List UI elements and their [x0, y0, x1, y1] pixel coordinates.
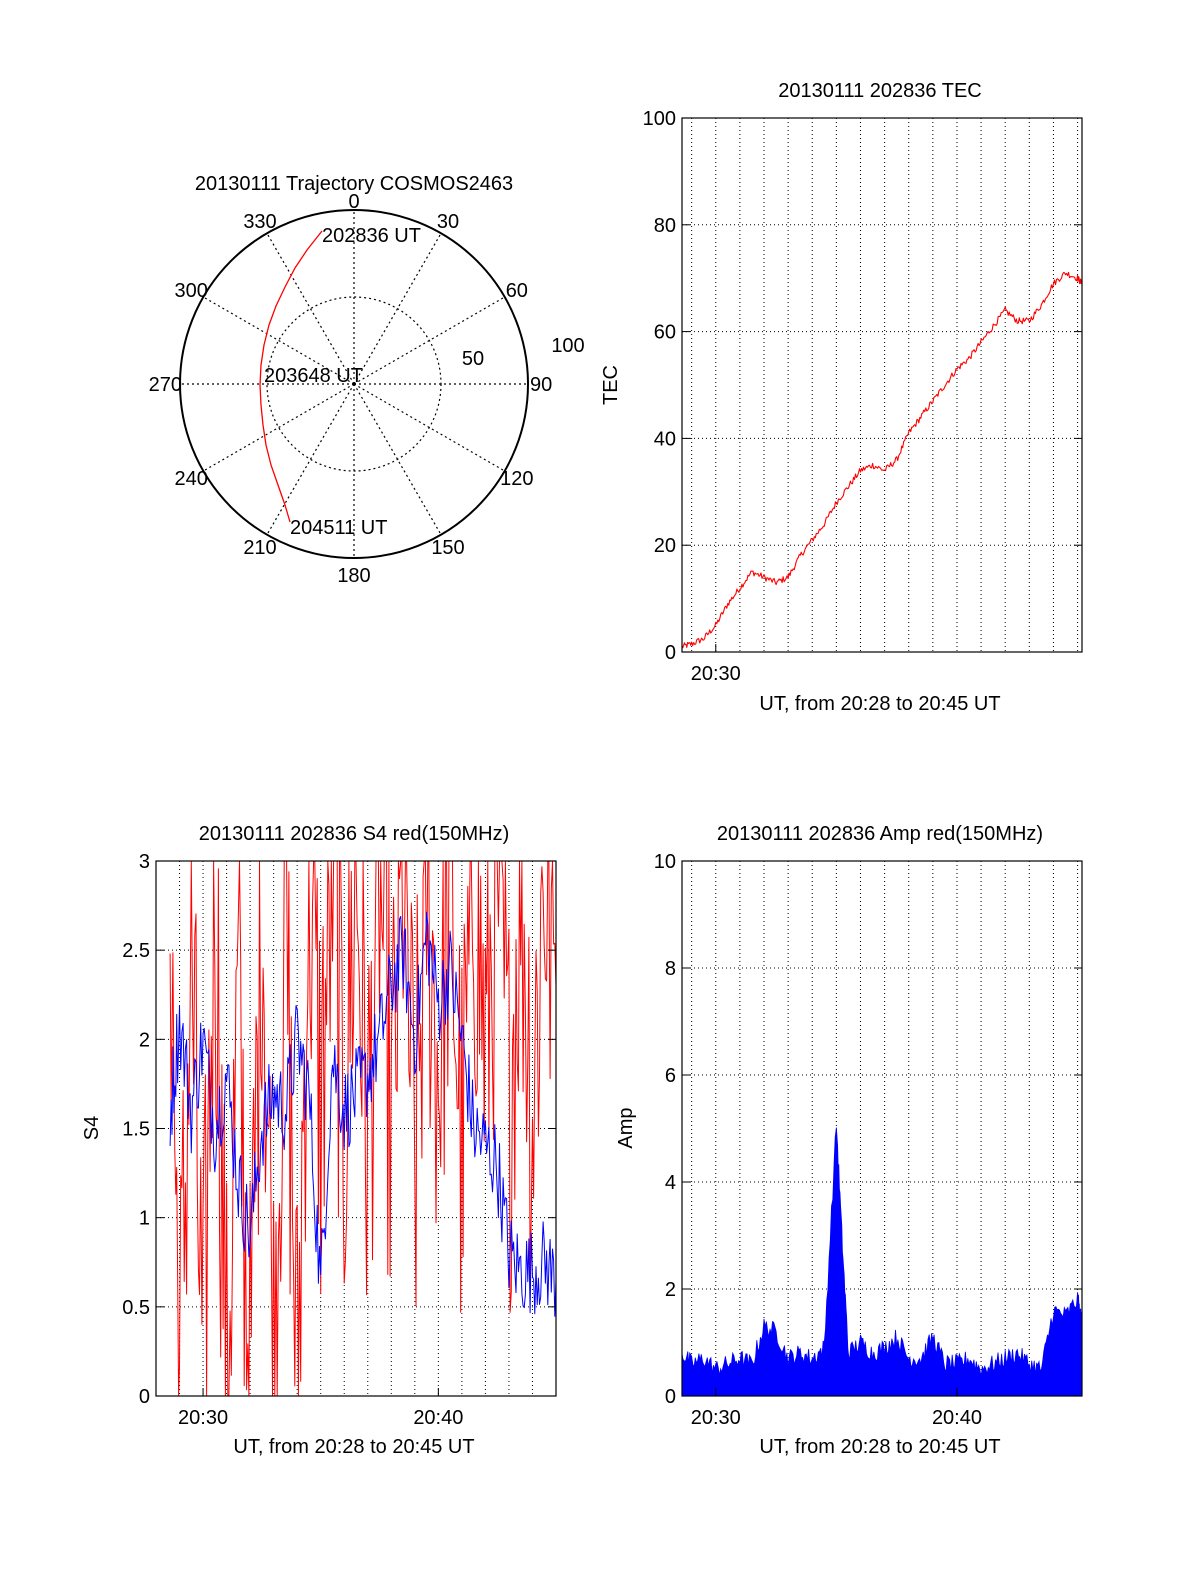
polar-spoke [203, 296, 355, 385]
polar-spoke [353, 383, 505, 472]
trajectory-time-annotation: 202836 UT [322, 225, 421, 247]
s4-series-blue [169, 911, 557, 1317]
amp-xtick-label: 20:30 [691, 1407, 741, 1429]
trajectory-track [259, 230, 323, 523]
polar-spoke [353, 296, 505, 385]
s4-xtick-label: 20:30 [178, 1407, 228, 1429]
s4-ytick-label: 1.5 [122, 1119, 150, 1141]
polar-angle-label: 90 [530, 374, 552, 396]
trajectory-title: 20130111 Trajectory COSMOS2463 [195, 173, 513, 195]
tec-ytick-label: 20 [654, 535, 676, 557]
s4-title: 20130111 202836 S4 red(150MHz) [199, 823, 510, 845]
polar-angle-label: 30 [437, 211, 459, 233]
s4-xlabel: UT, from 20:28 to 20:45 UT [233, 1436, 474, 1458]
trajectory-panel: 20130111 Trajectory COSMOS2463 0 30 60 90 12… [149, 173, 585, 587]
s4-xtick-label: 20:40 [413, 1407, 463, 1429]
polar-angle-label: 300 [174, 280, 207, 302]
trajectory-track-line [259, 230, 323, 523]
tec-ytick-label: 0 [665, 642, 676, 664]
amp-ytick-label: 6 [665, 1065, 676, 1087]
s4-panel: 20130111 202836 S4 red(150MHz) UT, from … [81, 823, 557, 1458]
tec-title: 20130111 202836 TEC [778, 80, 982, 102]
polar-spoke [203, 383, 355, 472]
polar-angle-labels: 0 30 60 90 120 150 180 210 240 270 300 330 50 100 [149, 191, 585, 587]
polar-radial-label: 100 [551, 335, 584, 357]
polar-outer-circle [179, 209, 529, 559]
trajectory-time-annotation: 203648 UT [264, 365, 363, 387]
s4-ytick-label: 2 [139, 1029, 150, 1051]
tec-ytick-label: 80 [654, 215, 676, 237]
trajectory-annotations: 202836 UT 203648 UT 204511 UT [264, 225, 421, 539]
polar-grid [179, 209, 529, 559]
tec-ytick-label: 40 [654, 428, 676, 450]
polar-radial-label: 50 [462, 348, 484, 370]
s4-ytick-label: 2.5 [122, 940, 150, 962]
polar-angle-label: 0 [348, 191, 359, 213]
tec-xlabel: UT, from 20:28 to 20:45 UT [759, 693, 1000, 715]
tec-axes-frame [681, 117, 1083, 653]
trajectory-time-annotation: 204511 UT [290, 517, 387, 539]
polar-angle-label: 60 [506, 280, 528, 302]
tec-xtick-label: 20:30 [691, 663, 741, 685]
s4-ylabel: S4 [81, 1116, 103, 1140]
tec-panel: 20130111 202836 TEC UT, from 20:28 to 20… [600, 80, 1083, 715]
s4-ytick-label: 1 [139, 1208, 150, 1230]
polar-angle-label: 240 [174, 468, 207, 490]
amp-xlabel: UT, from 20:28 to 20:45 UT [759, 1436, 1000, 1458]
amp-ylabel: Amp [615, 1107, 637, 1148]
amp-ytick-label: 4 [665, 1172, 676, 1194]
tec-ticks: 0 20 40 60 80 100 20:30 [643, 108, 1082, 685]
polar-spoke [266, 233, 355, 385]
s4-ytick-label: 0 [139, 1386, 150, 1408]
polar-angle-label: 270 [149, 374, 182, 396]
s4-series-red [169, 860, 557, 1397]
polar-spoke [266, 383, 355, 535]
s4-series [169, 860, 557, 1397]
amp-axes-frame [681, 860, 1083, 1397]
s4-ytick-label: 0.5 [122, 1297, 150, 1319]
polar-angle-label: 210 [243, 537, 276, 559]
tec-series [681, 271, 1083, 649]
polar-angle-label: 330 [243, 211, 276, 233]
polar-angle-label: 120 [500, 468, 533, 490]
amp-panel: 20130111 202836 Amp red(150MHz) UT, from… [615, 823, 1083, 1458]
tec-series-red [681, 271, 1083, 649]
amp-ytick-label: 8 [665, 958, 676, 980]
tec-ylabel: TEC [600, 365, 622, 405]
tec-ytick-label: 60 [654, 322, 676, 344]
amp-ytick-label: 2 [665, 1279, 676, 1301]
amp-series-blue-fill [681, 1127, 1083, 1397]
amp-ticks: 0 2 4 6 8 10 20:30 20:40 [654, 851, 1082, 1429]
amp-title: 20130111 202836 Amp red(150MHz) [717, 823, 1043, 845]
amp-ytick-label: 10 [654, 851, 676, 873]
polar-angle-label: 150 [431, 537, 464, 559]
amp-series [681, 1127, 1083, 1397]
s4-ticks: 0 0.5 1 1.5 2 2.5 3 20:30 20:40 [122, 851, 556, 1429]
s4-ytick-label: 3 [139, 851, 150, 873]
amp-xtick-label: 20:40 [932, 1407, 982, 1429]
tec-ytick-label: 100 [643, 108, 676, 130]
polar-angle-label: 180 [337, 565, 370, 587]
polar-spoke [353, 383, 442, 535]
amp-ytick-label: 0 [665, 1386, 676, 1408]
polar-spoke [353, 233, 442, 385]
